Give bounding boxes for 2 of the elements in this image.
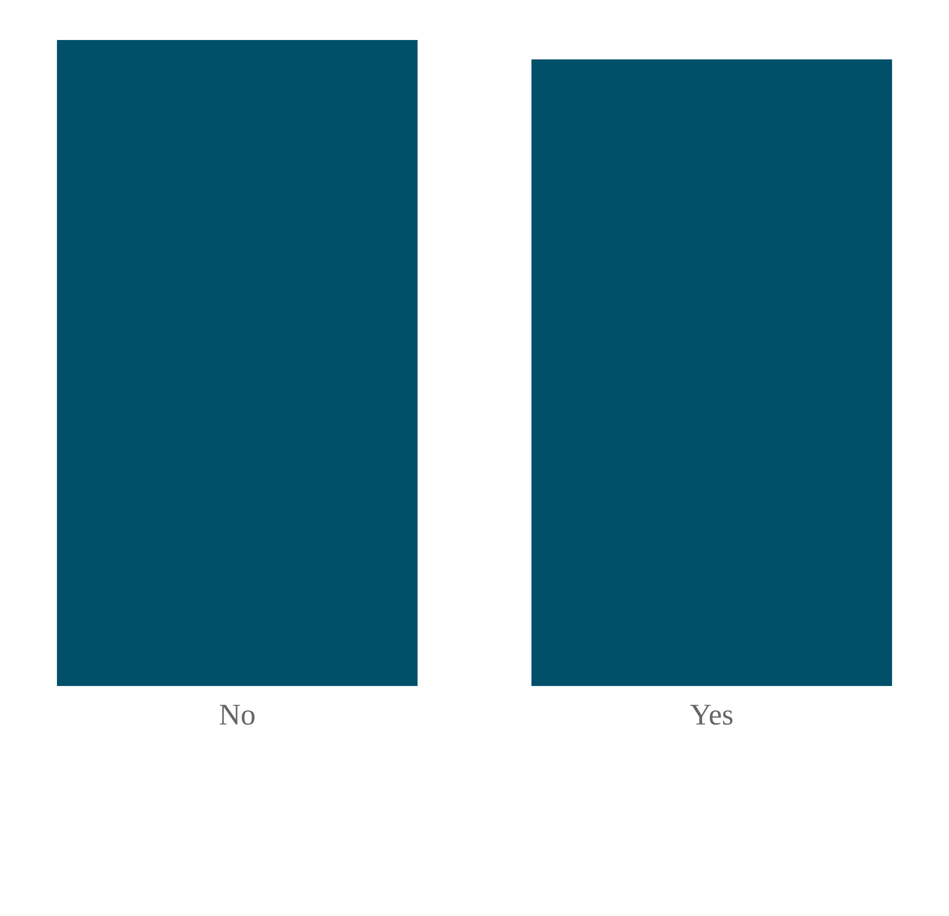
x-tick-label: Yes: [690, 698, 734, 732]
x-tick-label: No: [218, 698, 256, 732]
